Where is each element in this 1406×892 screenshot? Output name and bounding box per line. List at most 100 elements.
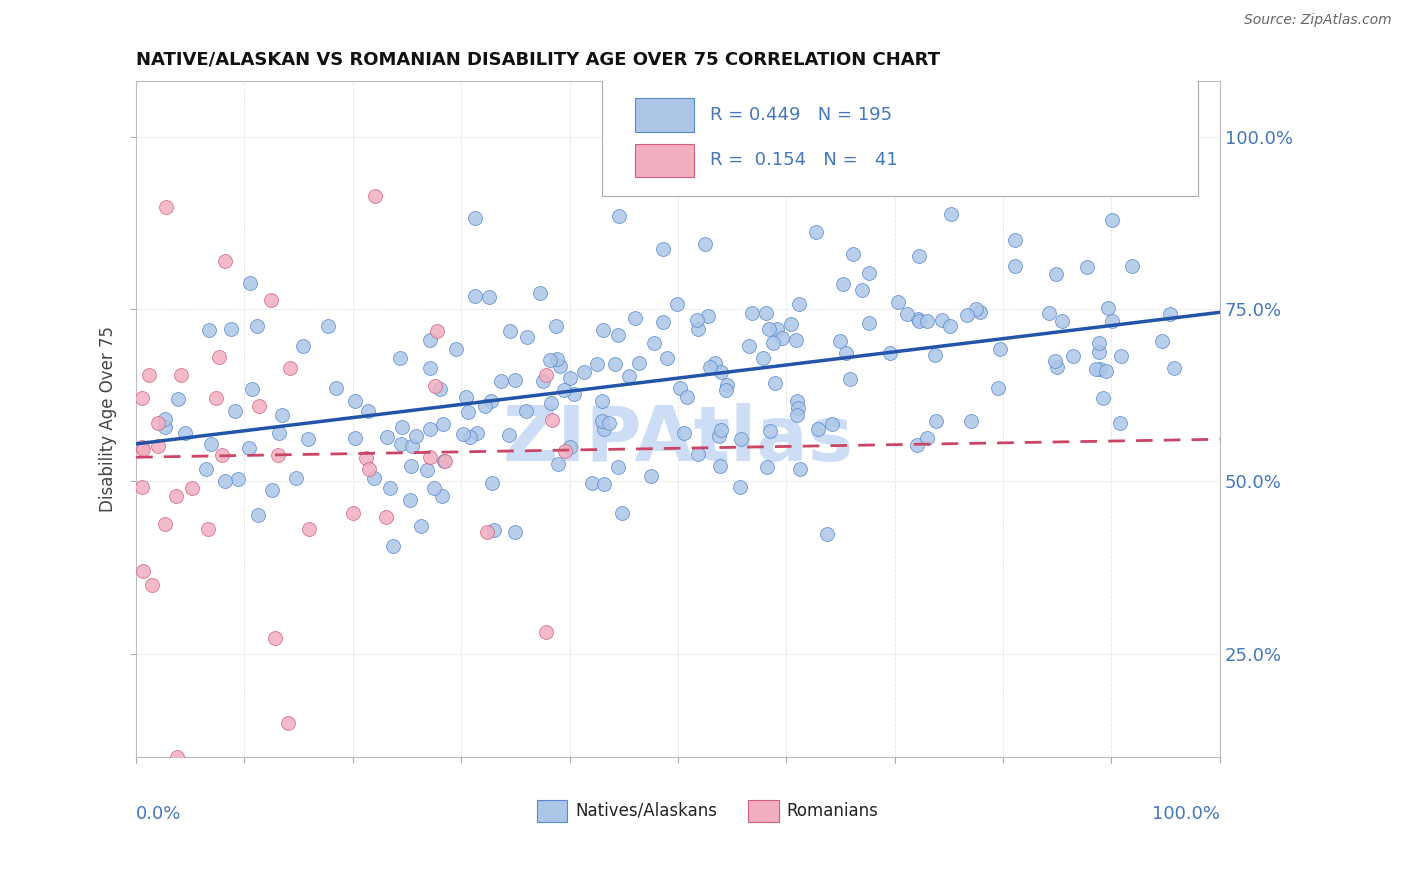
Point bbox=[741, 305, 763, 319]
Point bbox=[1088, 335, 1111, 350]
Point bbox=[988, 342, 1011, 356]
Point bbox=[246, 319, 269, 334]
Point bbox=[1101, 314, 1123, 328]
Point bbox=[710, 423, 733, 437]
Point bbox=[478, 290, 501, 304]
Point bbox=[699, 359, 721, 374]
Point bbox=[131, 440, 153, 454]
Point bbox=[419, 361, 441, 376]
Point bbox=[426, 324, 449, 338]
Point bbox=[224, 404, 246, 418]
Point bbox=[842, 247, 865, 261]
Point bbox=[965, 301, 987, 316]
Point bbox=[714, 383, 737, 397]
Point bbox=[758, 322, 780, 336]
Point bbox=[606, 328, 628, 343]
Point bbox=[342, 506, 364, 520]
Point bbox=[419, 333, 441, 347]
Point bbox=[356, 450, 378, 465]
Point bbox=[686, 447, 709, 461]
Point bbox=[672, 425, 695, 440]
Point bbox=[541, 412, 564, 426]
Point bbox=[905, 438, 928, 452]
Point bbox=[155, 516, 177, 531]
Point bbox=[540, 396, 562, 410]
Point bbox=[240, 382, 263, 396]
Point bbox=[704, 356, 727, 370]
Point bbox=[153, 420, 176, 434]
Point bbox=[132, 442, 155, 457]
Point bbox=[374, 509, 396, 524]
Point bbox=[489, 374, 512, 388]
Point bbox=[592, 394, 614, 409]
Point bbox=[433, 454, 456, 468]
Point bbox=[896, 307, 918, 321]
Point bbox=[464, 289, 486, 303]
Point bbox=[710, 365, 733, 379]
Point bbox=[1076, 260, 1098, 275]
Point bbox=[1097, 301, 1119, 315]
Point bbox=[481, 475, 503, 490]
Point bbox=[886, 295, 908, 310]
Point bbox=[547, 457, 569, 471]
Point bbox=[858, 266, 880, 280]
Point bbox=[205, 392, 228, 406]
Point bbox=[419, 450, 441, 465]
Point bbox=[529, 286, 551, 301]
Point bbox=[399, 493, 422, 508]
Point bbox=[730, 433, 752, 447]
Point bbox=[821, 417, 844, 432]
Point bbox=[153, 412, 176, 426]
Point bbox=[546, 352, 568, 367]
Point bbox=[785, 334, 807, 348]
Point bbox=[1091, 392, 1114, 406]
Point bbox=[146, 417, 169, 431]
Point bbox=[806, 225, 828, 239]
Text: 0.0%: 0.0% bbox=[136, 805, 181, 822]
Point bbox=[688, 322, 710, 336]
Point bbox=[271, 408, 294, 422]
Text: Source: ZipAtlas.com: Source: ZipAtlas.com bbox=[1244, 13, 1392, 28]
Point bbox=[165, 489, 187, 503]
Point bbox=[931, 313, 953, 327]
Point bbox=[131, 391, 153, 405]
Point bbox=[752, 351, 775, 365]
Point bbox=[197, 522, 219, 536]
Point bbox=[214, 474, 236, 488]
Point bbox=[1159, 307, 1181, 321]
Point bbox=[756, 459, 779, 474]
Point bbox=[531, 375, 554, 389]
Point bbox=[581, 475, 603, 490]
Point bbox=[357, 404, 380, 418]
Text: NATIVE/ALASKAN VS ROMANIAN DISABILITY AGE OVER 75 CORRELATION CHART: NATIVE/ALASKAN VS ROMANIAN DISABILITY AG… bbox=[136, 51, 941, 69]
Point bbox=[786, 393, 808, 408]
Point bbox=[515, 403, 537, 417]
Text: Romanians: Romanians bbox=[786, 802, 879, 820]
Point bbox=[564, 387, 586, 401]
Point bbox=[851, 283, 873, 297]
Point bbox=[453, 426, 475, 441]
Point bbox=[148, 439, 170, 453]
Point bbox=[1046, 359, 1069, 374]
Point bbox=[430, 490, 453, 504]
Point bbox=[908, 249, 931, 263]
Point bbox=[924, 348, 946, 362]
Point bbox=[1150, 334, 1173, 348]
Point bbox=[211, 448, 233, 462]
Point bbox=[226, 472, 249, 486]
Point bbox=[389, 437, 412, 451]
Point bbox=[534, 625, 557, 640]
Point bbox=[917, 431, 939, 445]
Point bbox=[574, 365, 596, 379]
Point bbox=[401, 439, 423, 453]
Point bbox=[284, 471, 307, 485]
Point bbox=[627, 356, 650, 370]
Point bbox=[474, 399, 496, 413]
Point bbox=[477, 524, 499, 539]
Point bbox=[141, 578, 163, 592]
Point bbox=[544, 318, 567, 333]
Point bbox=[278, 360, 301, 375]
Point bbox=[789, 461, 811, 475]
Point bbox=[432, 417, 454, 431]
Point bbox=[786, 409, 808, 423]
